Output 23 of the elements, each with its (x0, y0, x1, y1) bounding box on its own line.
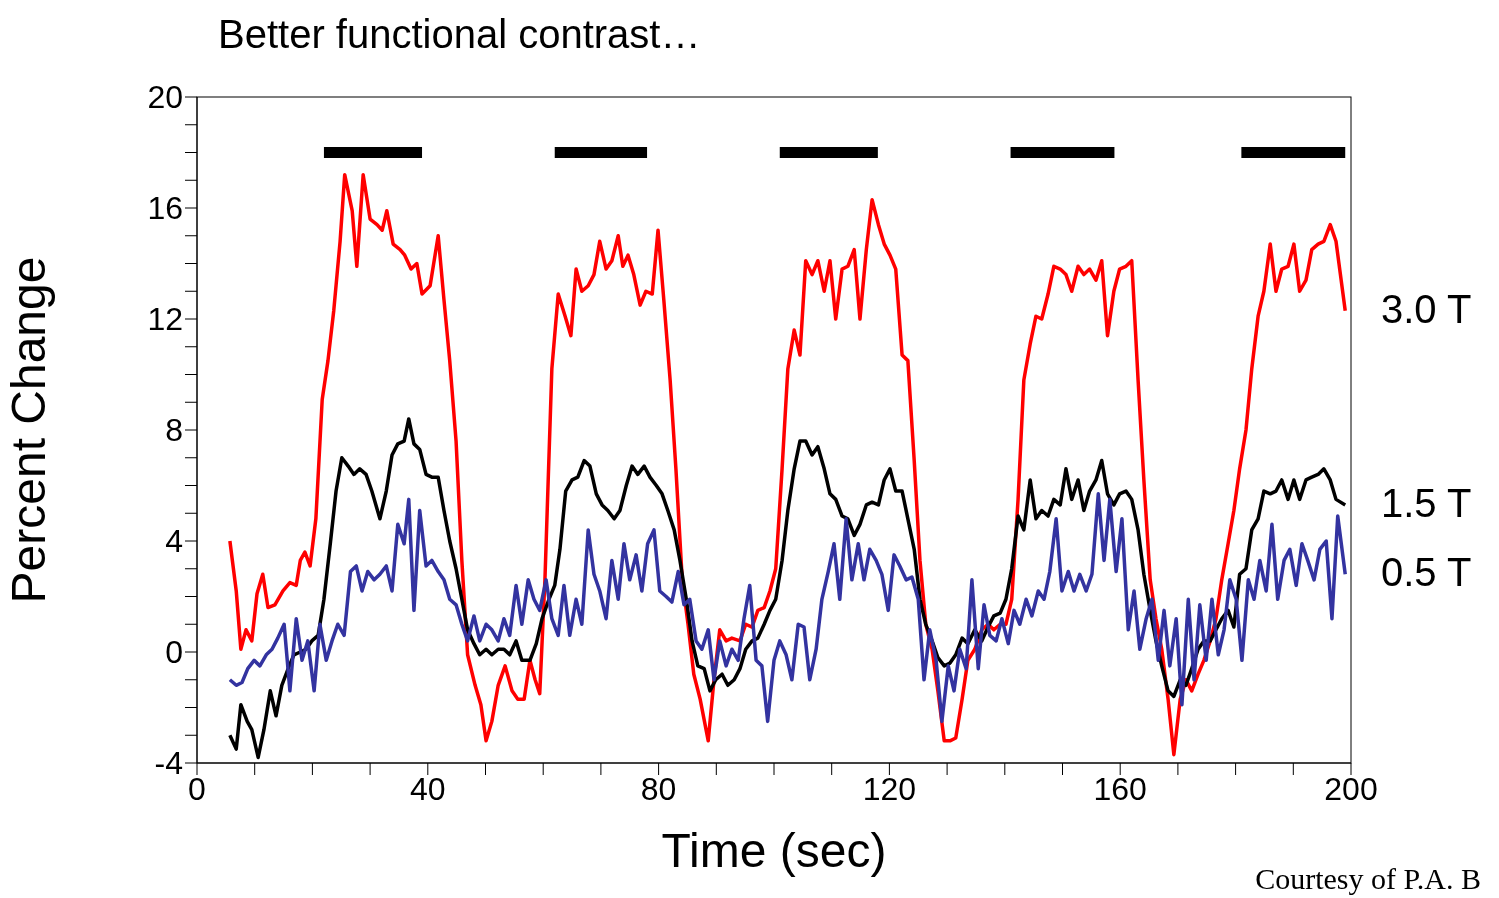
line-series (228, 172, 1347, 757)
line-series (228, 492, 1347, 724)
x-axis-title: Time (sec) (661, 824, 887, 878)
series-label: 3.0 T (1381, 286, 1472, 331)
y-tick-label: 0 (165, 634, 183, 671)
y-axis-title: Percent Change (2, 256, 56, 604)
y-tick-label: -4 (154, 745, 183, 782)
y-tick-label: 16 (147, 190, 183, 227)
y-tick-label: 12 (147, 301, 183, 338)
x-tick-label: 80 (640, 770, 677, 807)
x-tick-label: 40 (410, 770, 446, 807)
series-label: 0.5 T (1381, 550, 1472, 595)
x-tick-label: 200 (1324, 770, 1378, 807)
y-tick-label: 20 (147, 79, 183, 116)
x-tick-label: 120 (862, 770, 917, 807)
series-label: 1.5 T (1381, 480, 1472, 525)
text: Courtesy of P.A. B (1255, 862, 1481, 896)
chart-title: Better functional contrast… (218, 12, 701, 57)
line-series (228, 417, 1347, 760)
y-tick-label: 8 (165, 412, 183, 449)
x-tick-label: 0 (188, 770, 206, 807)
x-tick-label: 160 (1093, 770, 1147, 807)
y-tick-label: 4 (165, 523, 183, 560)
